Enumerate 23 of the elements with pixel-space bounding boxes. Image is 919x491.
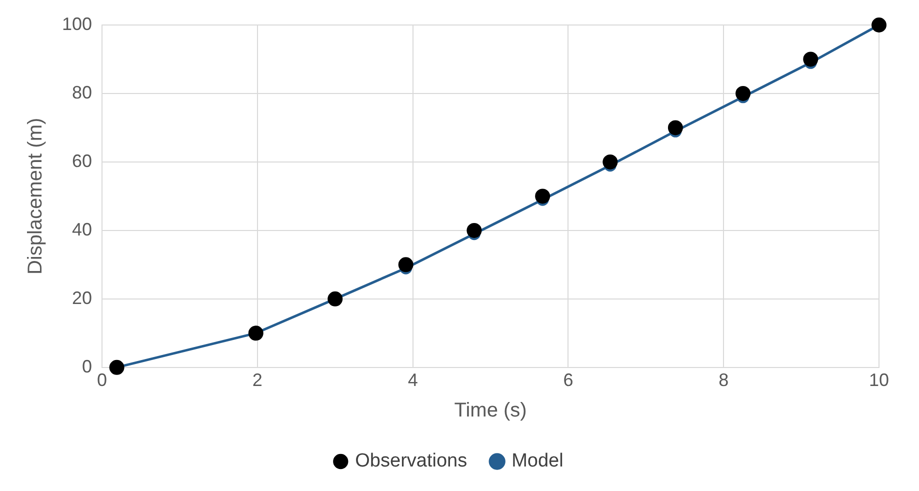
x-tick-label: 4 — [408, 370, 418, 390]
y-tick-label: 40 — [72, 219, 92, 240]
x-axis-title: Time (s) — [454, 400, 527, 422]
x-tick-label: 2 — [252, 370, 262, 390]
point — [398, 257, 414, 272]
x-tick-label: 6 — [563, 370, 574, 390]
point — [535, 188, 550, 204]
y-tick-label: 0 — [82, 356, 92, 376]
legend-label: Model — [512, 450, 564, 472]
point — [736, 86, 751, 101]
x-tick-label: 8 — [718, 370, 729, 390]
y-tick-label: 20 — [72, 288, 92, 308]
y-tick-label: 60 — [72, 150, 92, 171]
point — [668, 120, 683, 136]
y-axis-title: Displacement (m) — [24, 118, 47, 275]
point — [803, 52, 818, 67]
legend-label: Observations — [355, 450, 468, 472]
y-tick-label: 100 — [62, 14, 92, 34]
point — [466, 222, 482, 238]
x-tick-label: 10 — [868, 370, 890, 390]
x-tick-label: 0 — [97, 370, 108, 390]
y-tick-label: 80 — [72, 82, 92, 102]
point — [602, 154, 618, 170]
